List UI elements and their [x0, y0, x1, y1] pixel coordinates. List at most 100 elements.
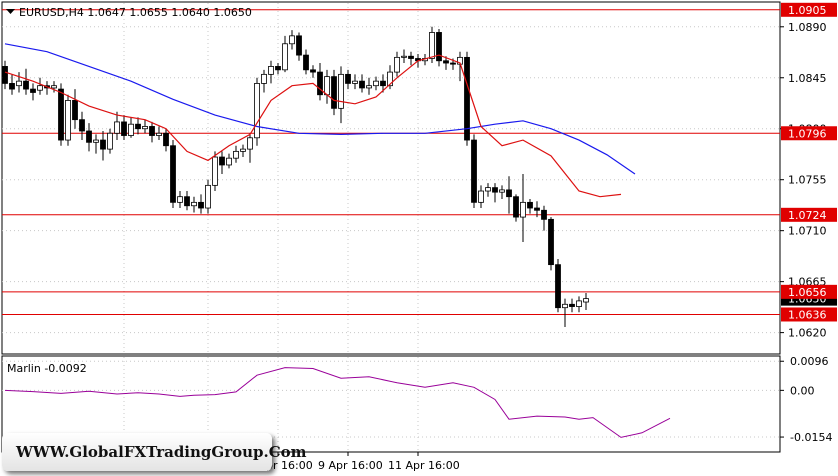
candle-bullish — [16, 80, 22, 87]
candle-bullish — [485, 187, 491, 192]
candle-bullish — [177, 196, 183, 203]
candle-bullish — [289, 35, 295, 45]
candle-bearish — [541, 209, 547, 220]
candle-bullish — [429, 32, 435, 59]
candle-bearish — [303, 54, 309, 71]
candle-bearish — [275, 66, 281, 71]
indicator-tick-label: 0.0096 — [790, 355, 829, 368]
candle-bearish — [149, 126, 155, 136]
candle-bearish — [23, 80, 29, 90]
candle-bullish — [387, 71, 393, 87]
candle-bullish — [324, 76, 330, 96]
candle-bearish — [331, 76, 337, 109]
candle-bearish — [79, 119, 85, 132]
price-tick-label: 1.0755 — [788, 174, 827, 187]
candle-bullish — [338, 73, 344, 109]
price-panel[interactable]: EURUSD,H4 1.0647 1.0655 1.0640 1.0650 — [1, 1, 781, 355]
candle-bearish — [408, 55, 414, 59]
candle-bullish — [478, 190, 484, 203]
candle-bullish — [156, 132, 162, 136]
candle-bearish — [569, 303, 575, 307]
candle-bullish — [205, 184, 211, 209]
price-tick-label: 1.0710 — [788, 225, 827, 238]
level-price-box — [781, 207, 837, 222]
candle-bearish — [443, 60, 449, 64]
candle-bearish — [163, 132, 169, 147]
candle-bearish — [513, 196, 519, 218]
candle-bullish — [233, 150, 239, 159]
moving-average-fast — [4, 54, 622, 198]
candle-bearish — [184, 196, 190, 207]
candle-bearish — [359, 80, 365, 89]
candle-bullish — [254, 83, 260, 139]
candle-bullish — [114, 121, 120, 134]
candle-bullish — [93, 139, 99, 143]
candle-bearish — [72, 100, 78, 121]
candle-bullish — [142, 126, 148, 130]
moving-average-slow — [4, 43, 636, 175]
candle-bearish — [555, 264, 561, 309]
price-tick-label: 1.0890 — [788, 21, 827, 34]
level-price-label: 1.0656 — [788, 286, 827, 299]
candle-bullish — [128, 123, 134, 136]
candle-bullish — [240, 148, 246, 152]
candle-bullish — [37, 85, 43, 91]
level-price-box — [781, 284, 837, 299]
candle-bearish — [492, 187, 498, 193]
candle-bullish — [366, 85, 372, 89]
price-tick-label: 1.0620 — [788, 327, 827, 340]
watermark-text: WWW.GlobalFXTradingGroup.Com — [16, 443, 307, 461]
triangle-down-icon[interactable] — [6, 9, 15, 14]
candle-bullish — [212, 156, 218, 186]
candle-bearish — [506, 189, 512, 198]
candle-bearish — [548, 218, 554, 266]
time-tick-label: 9 Apr 16:00 — [318, 459, 383, 472]
candle-bullish — [401, 55, 407, 58]
candle-bearish — [464, 56, 470, 141]
candle-bearish — [170, 145, 176, 203]
candle-bearish — [2, 66, 8, 84]
candle-bullish — [282, 43, 288, 71]
candle-bullish — [191, 201, 197, 207]
marlin-oscillator-line — [4, 367, 671, 438]
candle-bearish — [296, 35, 302, 56]
candle-bearish — [9, 83, 15, 90]
indicator-axis: 0.0096 0.00 -0.0154 — [780, 355, 832, 444]
candle-bearish — [450, 62, 456, 65]
candle-bullish — [583, 298, 589, 303]
candle-bearish — [135, 123, 141, 130]
candle-bullish — [520, 201, 526, 218]
indicator-tick-label: 0.00 — [790, 384, 815, 397]
candle-bearish — [317, 71, 323, 96]
candle-bearish — [380, 80, 386, 87]
candle-bearish — [534, 207, 540, 211]
level-price-box — [781, 126, 837, 141]
level-price-box — [781, 307, 837, 322]
candle-bullish — [499, 189, 505, 193]
candle-bullish — [261, 73, 267, 84]
candle-bearish — [345, 73, 351, 84]
indicator-horizontal-grid — [2, 360, 780, 438]
candle-bullish — [51, 85, 57, 89]
indicator-tick-label: -0.0154 — [790, 431, 832, 444]
candle-bearish — [310, 69, 316, 73]
watermark-logo: WWW.GlobalFXTradingGroup.Com — [2, 433, 307, 471]
candle-bearish — [219, 156, 225, 166]
candle-bullish — [268, 66, 274, 75]
level-price-label: 1.0636 — [788, 308, 827, 321]
candle-bullish — [247, 137, 253, 150]
candle-bullish — [576, 300, 582, 307]
candle-bearish — [58, 88, 64, 141]
candle-bullish — [226, 157, 232, 166]
candle-bearish — [527, 201, 533, 209]
candle-bearish — [121, 121, 127, 136]
candle-bearish — [471, 139, 477, 203]
candle-bullish — [373, 80, 379, 87]
candle-bearish — [436, 32, 442, 62]
candle-bullish — [352, 80, 358, 84]
candle-bearish — [86, 130, 92, 143]
candle-bearish — [30, 88, 36, 93]
indicator-label: Marlin -0.0092 — [7, 362, 87, 375]
time-tick-label: 11 Apr 16:00 — [388, 459, 460, 472]
